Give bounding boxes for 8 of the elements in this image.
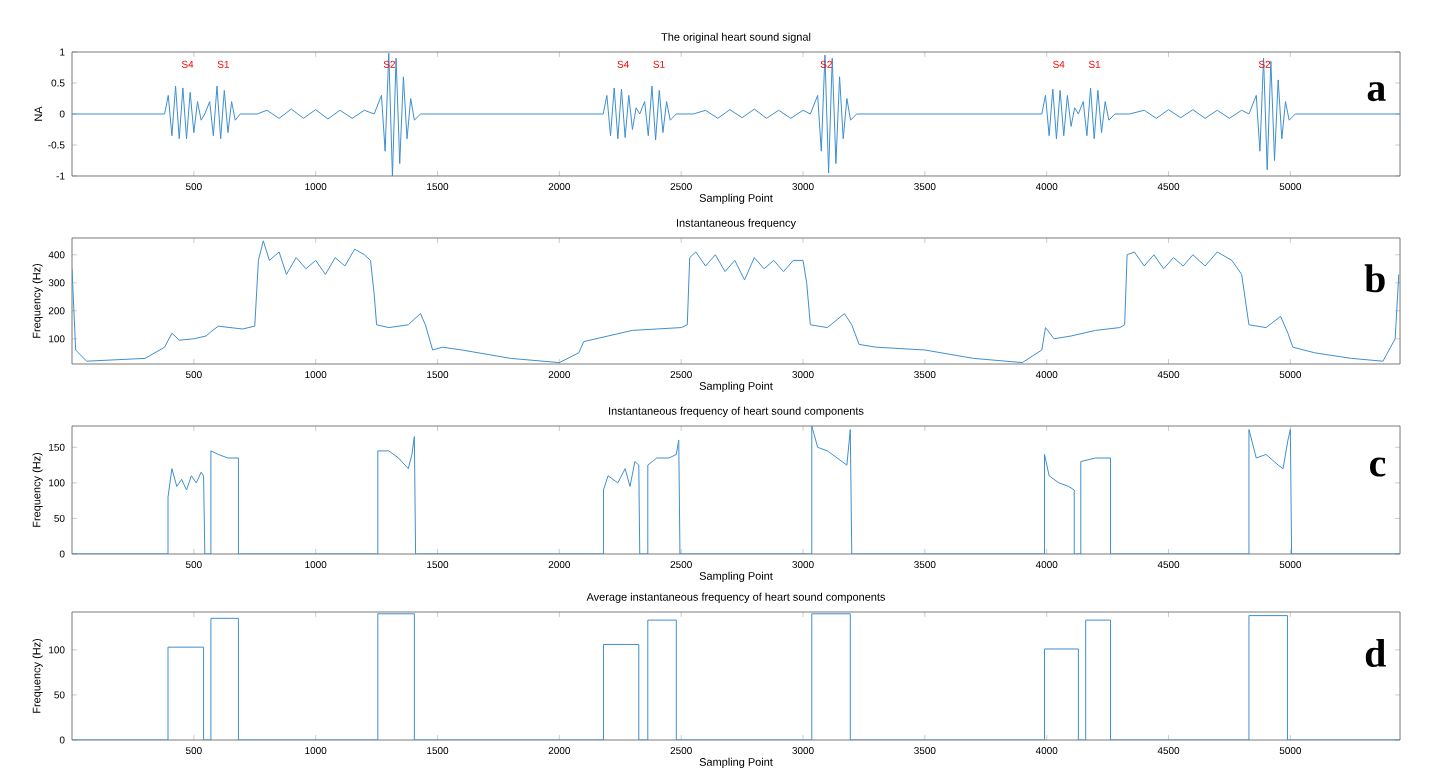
annotation: b — [1364, 264, 1385, 293]
line-series — [72, 240, 1400, 364]
annotation: d — [1365, 638, 1386, 667]
line-series — [72, 52, 1401, 176]
line-series — [72, 613, 1401, 740]
annotation: a — [1367, 82, 1386, 102]
annotation: c — [1370, 457, 1386, 477]
line-series — [72, 425, 1401, 554]
